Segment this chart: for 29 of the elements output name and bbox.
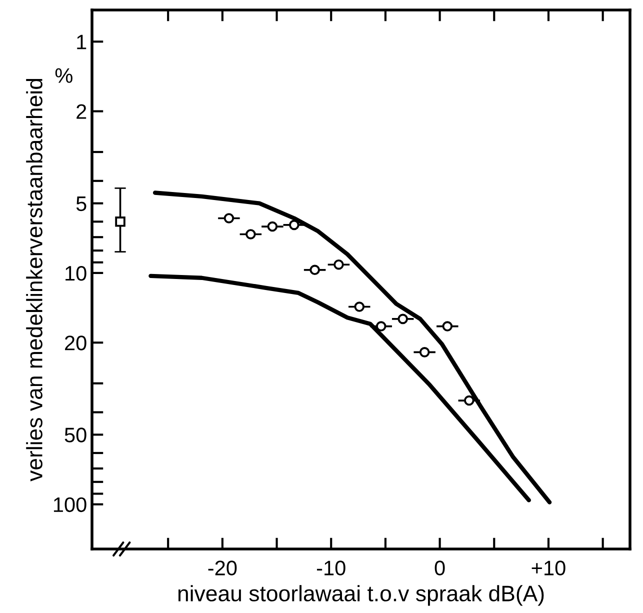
y-tick-label: 2 bbox=[76, 104, 86, 119]
x-tick-label: +10 bbox=[532, 560, 566, 576]
y-tick-label: 100 bbox=[54, 497, 86, 512]
x-tick-label: -20 bbox=[208, 560, 237, 576]
point bbox=[310, 264, 320, 276]
point bbox=[289, 220, 300, 230]
text: % bbox=[55, 68, 72, 83]
point bbox=[334, 259, 344, 270]
y-tick-label: 5 bbox=[76, 196, 86, 212]
y-tick-label: 10 bbox=[66, 266, 86, 281]
x-axis-title: niveau stoorlawaai t.o.v spraak dB(A) bbox=[178, 585, 544, 606]
point bbox=[419, 347, 430, 358]
point bbox=[267, 221, 278, 232]
y-tick-label: 1 bbox=[77, 34, 86, 50]
point bbox=[246, 229, 256, 240]
point bbox=[464, 395, 474, 406]
point bbox=[442, 321, 453, 332]
x-tick-label: -10 bbox=[316, 560, 346, 576]
point bbox=[224, 213, 234, 224]
point bbox=[398, 314, 408, 324]
point bbox=[354, 302, 365, 312]
line-series bbox=[152, 190, 552, 504]
x-tick-label: 0 bbox=[434, 560, 445, 576]
line-series bbox=[148, 274, 532, 502]
y-tick-label: 20 bbox=[65, 336, 86, 350]
point bbox=[376, 321, 386, 332]
point bbox=[115, 216, 126, 227]
y-tick-label: 50 bbox=[64, 428, 86, 442]
y-axis-title: verlies van medeklinkerverstaanbaarheid bbox=[26, 78, 42, 482]
